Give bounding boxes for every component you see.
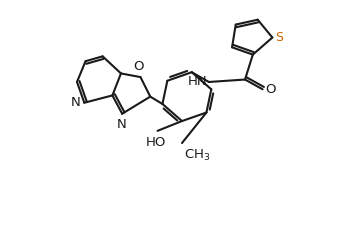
Text: N: N	[117, 118, 127, 131]
Text: O: O	[265, 83, 276, 96]
Text: CH$_3$: CH$_3$	[184, 148, 210, 163]
Text: S: S	[275, 31, 283, 44]
Text: HO: HO	[146, 136, 166, 149]
Text: O: O	[133, 60, 143, 73]
Text: HN: HN	[187, 76, 207, 88]
Text: N: N	[71, 96, 81, 109]
